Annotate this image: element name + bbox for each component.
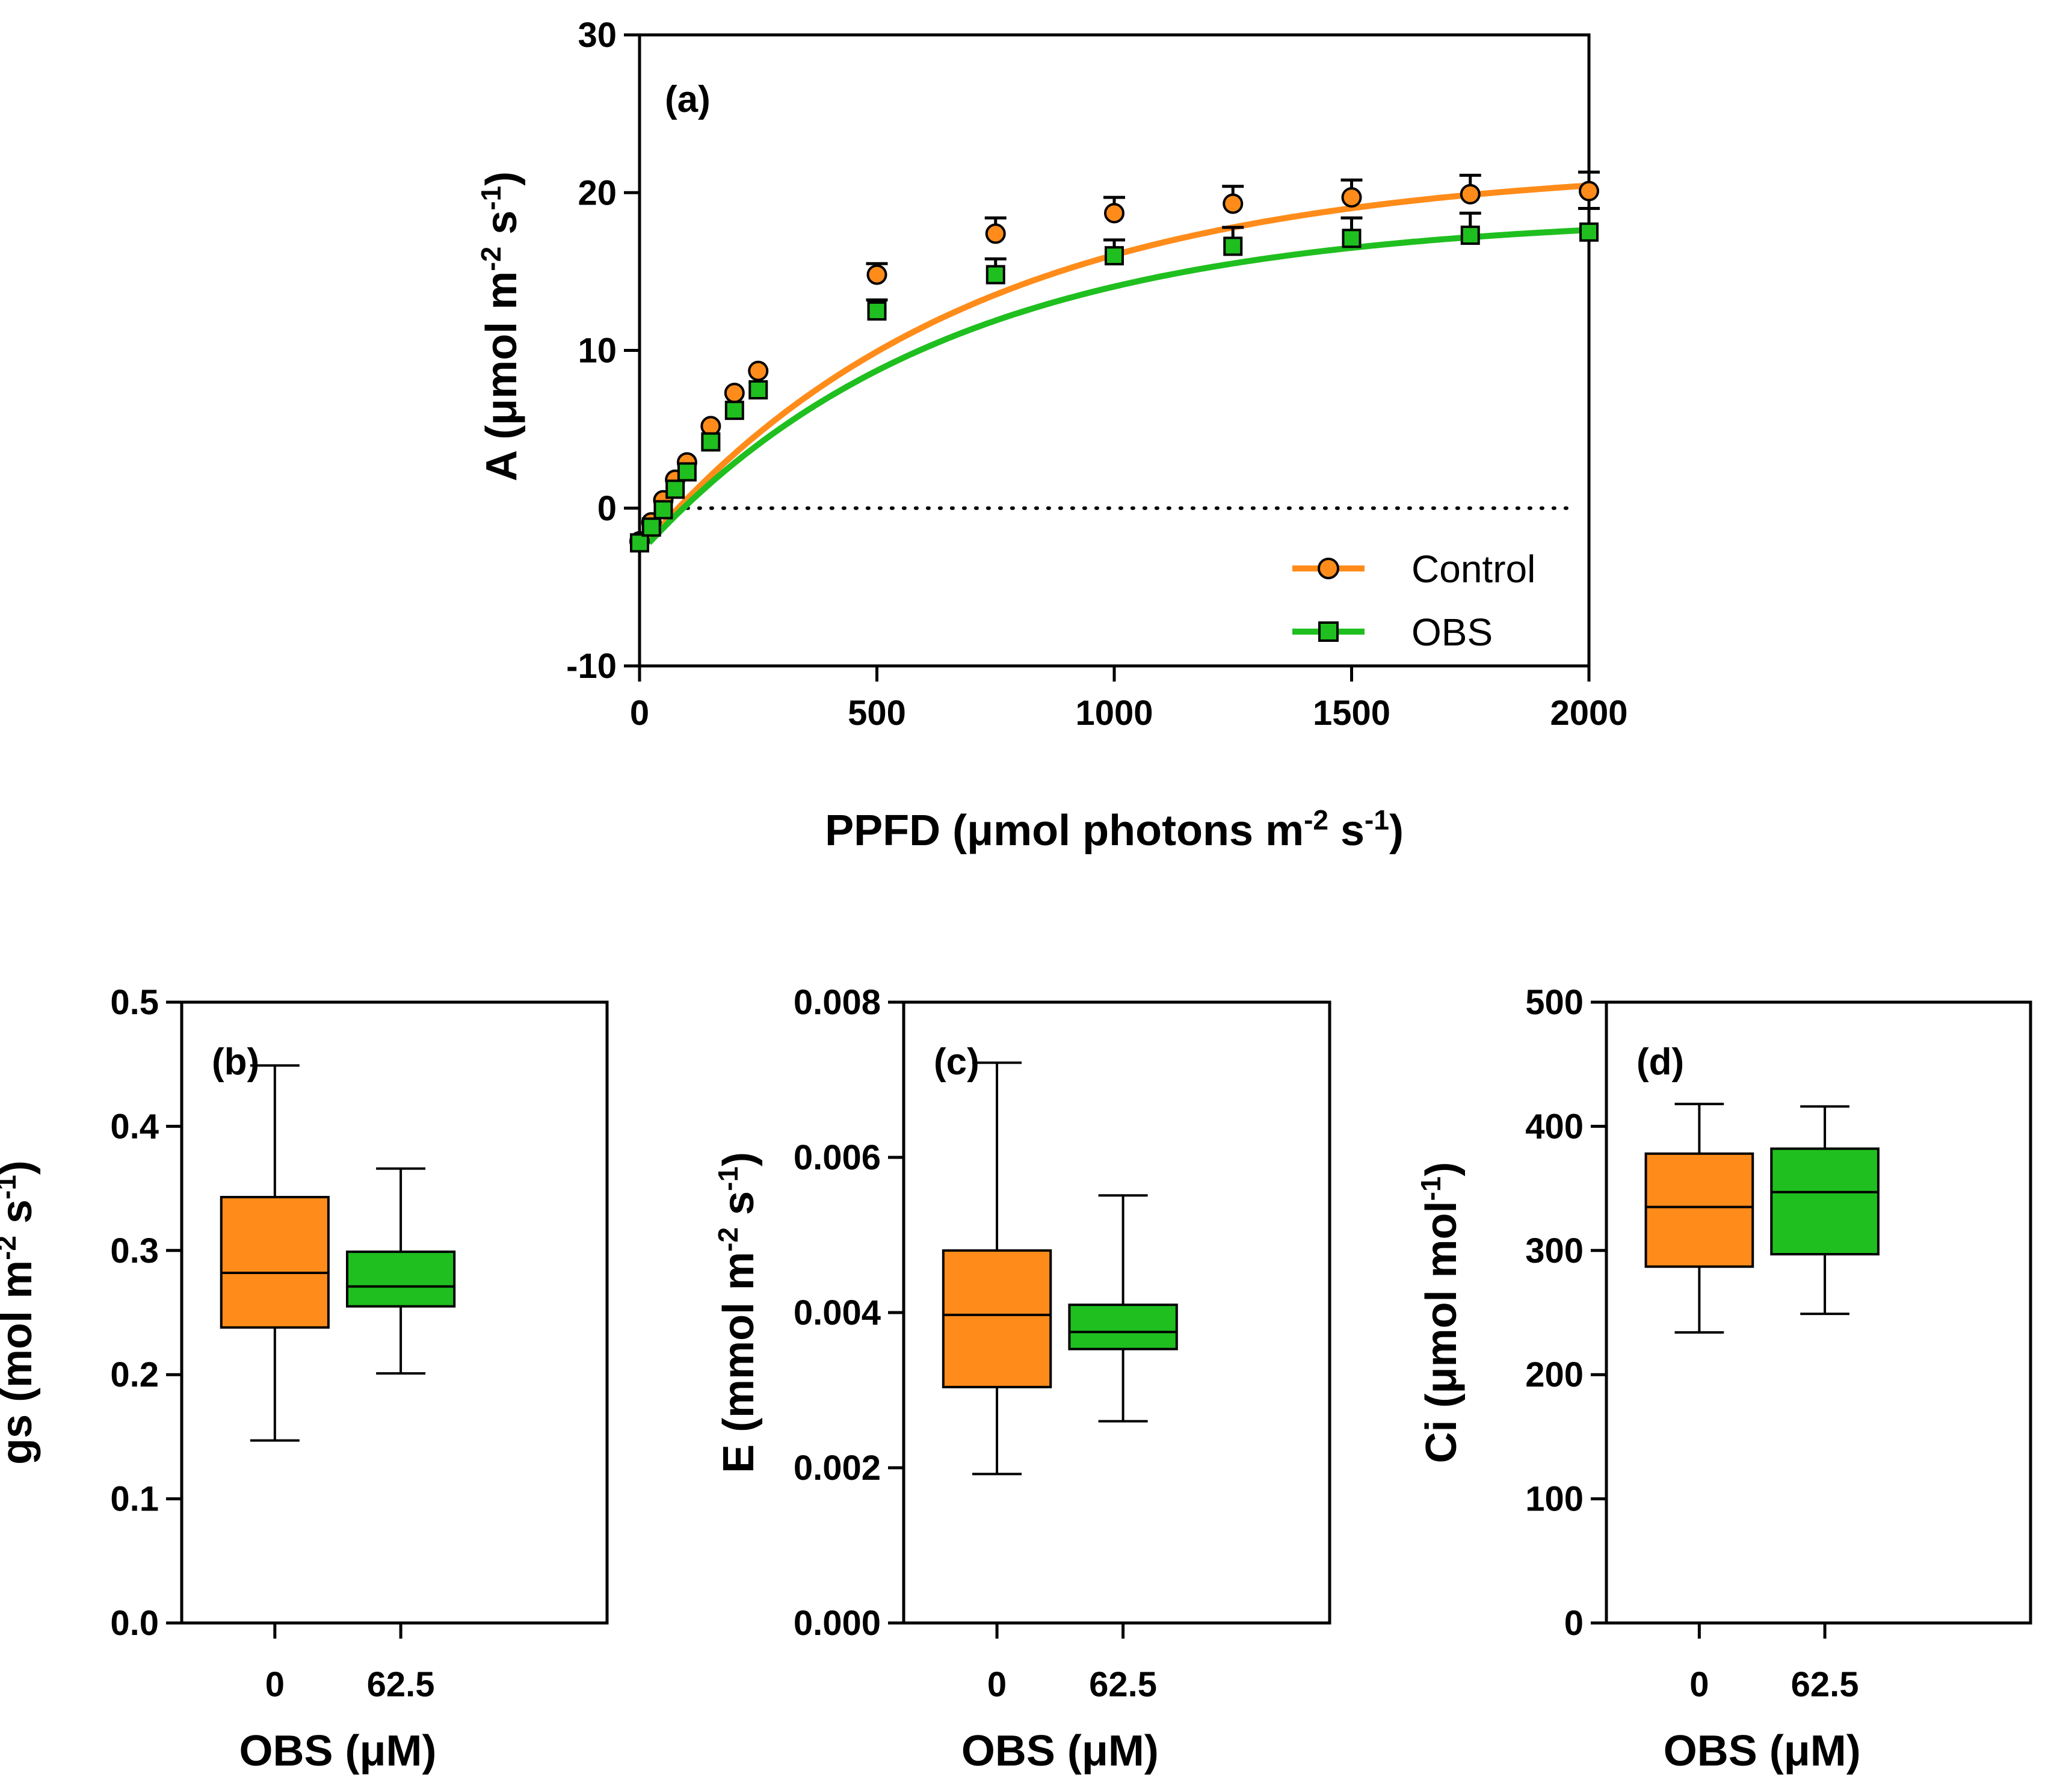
- x-tick-label-a: 0: [630, 694, 649, 733]
- data-point-control: [985, 223, 1006, 244]
- y-tick-label-b: 0.5: [110, 983, 159, 1022]
- data-point-control: [748, 360, 769, 381]
- y-tick-label-b: 0.3: [110, 1231, 159, 1270]
- y-tick-label-a: 10: [578, 331, 617, 371]
- panel-label-b: (b): [212, 1041, 259, 1083]
- y-tick-label-d: 200: [1525, 1355, 1584, 1394]
- x-axis-label-d: OBS (μM): [1664, 1727, 1861, 1775]
- fit-curve-obs: [647, 227, 1590, 545]
- data-point-obs: [1223, 236, 1243, 256]
- data-point-control: [1579, 180, 1599, 202]
- panel-b-frame: [180, 1000, 609, 1625]
- x-tick-label-d: 0: [1689, 1665, 1709, 1704]
- data-point-obs: [653, 500, 673, 520]
- y-axis-label-a: A (μmol m-2 s-1): [475, 171, 526, 481]
- data-point-obs: [1342, 229, 1362, 248]
- x-axis-label-c: OBS (μM): [961, 1727, 1159, 1775]
- legend-label-control: Control: [1411, 547, 1535, 591]
- data-point-obs: [641, 517, 661, 537]
- legend-marker-obs: [1318, 621, 1339, 642]
- x-axis-label-a: PPFD (μmol photons m-2 s-1): [825, 804, 1404, 855]
- data-point-obs: [1579, 222, 1599, 242]
- panel-b: 0.0 0.1 0.2 0.3 0.4 0.5 0 62.5 (b): [110, 983, 609, 1704]
- x-tick-label-d: 62.5: [1791, 1665, 1859, 1704]
- y-tick-label-c: 0.000: [794, 1604, 881, 1643]
- data-point-control: [724, 383, 745, 404]
- x-tick-label-a: 1500: [1313, 694, 1390, 733]
- data-point-obs: [748, 380, 768, 400]
- x-axis-label-b: OBS (μM): [239, 1727, 436, 1775]
- panel-d-frame: [1605, 1000, 2032, 1625]
- box-obs: [1068, 1304, 1178, 1350]
- data-point-obs: [677, 462, 697, 482]
- data-point-control: [1104, 203, 1124, 224]
- y-axis-label-d: Ci (μmol mol-1): [1415, 1162, 1466, 1464]
- y-tick-label-a: -10: [566, 647, 617, 686]
- x-tick-label-b: 62.5: [367, 1665, 435, 1704]
- y-tick-label-b: 0.0: [110, 1604, 159, 1643]
- data-point-control: [1460, 183, 1481, 205]
- y-tick-label-d: 500: [1525, 983, 1584, 1022]
- y-tick-label-d: 100: [1525, 1480, 1584, 1519]
- y-tick-label-a: 20: [578, 173, 617, 212]
- panel-a: -10 0 10 20 30 0 500 1000 1500 2000 (a) Control OBS: [566, 16, 1627, 733]
- data-point-control: [1341, 187, 1362, 208]
- box-control: [1644, 1152, 1754, 1268]
- box-control: [942, 1249, 1052, 1388]
- data-point-control: [1223, 193, 1244, 214]
- data-point-obs: [701, 432, 721, 452]
- y-tick-label-c: 0.008: [794, 983, 881, 1022]
- data-point-obs: [985, 265, 1005, 285]
- data-point-obs: [1105, 246, 1124, 266]
- legend-marker-control: [1318, 558, 1339, 579]
- y-tick-label-a: 30: [578, 16, 617, 55]
- x-tick-label-a: 500: [848, 694, 906, 733]
- panel-label-a: (a): [665, 79, 711, 120]
- y-tick-label-b: 0.4: [110, 1107, 159, 1146]
- data-point-obs: [630, 533, 649, 553]
- y-tick-label-d: 400: [1525, 1107, 1584, 1146]
- x-tick-label-c: 0: [987, 1665, 1007, 1704]
- x-tick-label-a: 2000: [1550, 694, 1627, 733]
- data-point-obs: [867, 301, 887, 321]
- y-axis-label-c: E (mmol m-2 s-1): [712, 1152, 763, 1473]
- y-tick-label-b: 0.1: [110, 1480, 159, 1519]
- x-tick-label-c: 62.5: [1089, 1665, 1157, 1704]
- x-tick-label-a: 1000: [1075, 694, 1153, 733]
- legend-label-obs: OBS: [1411, 611, 1493, 654]
- data-point-obs: [1460, 226, 1480, 245]
- y-axis-label-b: gs (mol m-2 s-1): [0, 1160, 41, 1465]
- panel-label-c: (c): [934, 1041, 979, 1083]
- y-tick-label-c: 0.004: [794, 1293, 881, 1332]
- data-point-obs: [665, 479, 685, 499]
- box-obs: [346, 1250, 456, 1308]
- x-tick-label-b: 0: [265, 1665, 285, 1704]
- y-tick-label-c: 0.002: [794, 1449, 881, 1488]
- panel-d: 0 100 200 300 400 500 0 62.5 (d): [1525, 983, 2032, 1704]
- y-tick-label-c: 0.006: [794, 1138, 881, 1177]
- data-point-control: [866, 264, 887, 285]
- y-tick-label-a: 0: [597, 489, 617, 528]
- data-point-obs: [724, 401, 744, 420]
- panel-c: 0.000 0.002 0.004 0.006 0.008 0 62.5 (c): [794, 983, 1331, 1704]
- y-tick-label-d: 300: [1525, 1231, 1584, 1270]
- box-control: [220, 1196, 330, 1329]
- box-obs: [1770, 1147, 1880, 1255]
- panel-label-d: (d): [1636, 1041, 1684, 1083]
- y-tick-label-d: 0: [1564, 1604, 1584, 1643]
- y-tick-label-b: 0.2: [110, 1355, 159, 1394]
